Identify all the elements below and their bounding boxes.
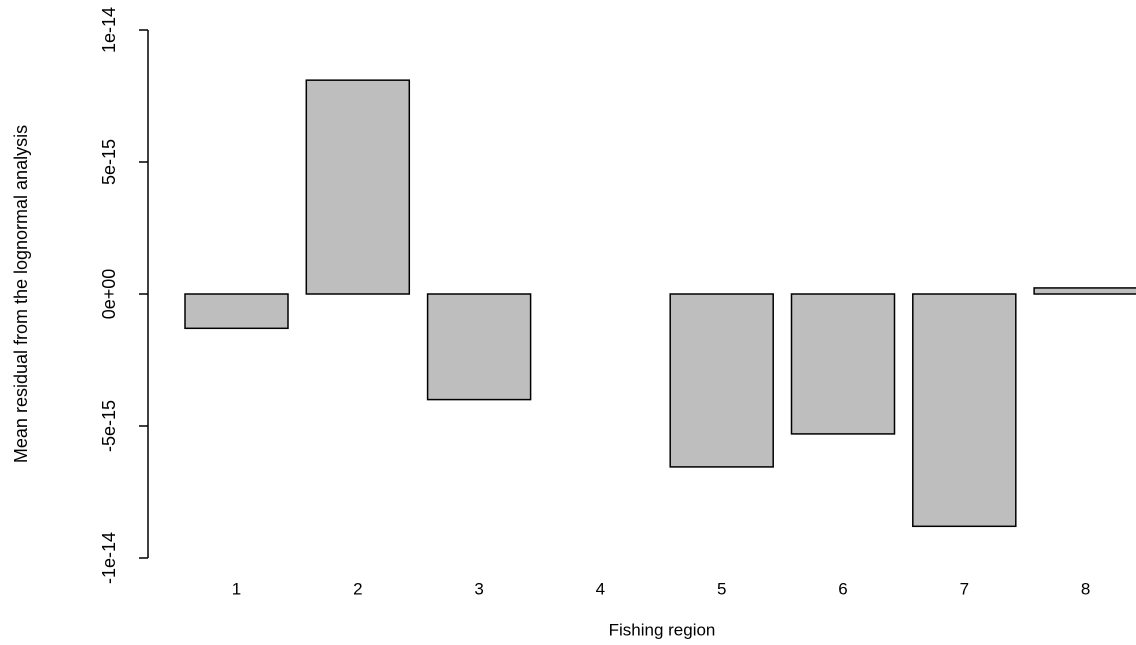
x-tick-label: 1 [232,579,241,598]
x-tick-label: 4 [596,579,605,598]
bar [426,293,532,401]
x-tick-label: 5 [717,579,726,598]
x-tick-label: 2 [353,579,362,598]
y-tick-label: 0e+00 [99,269,119,320]
x-tick-label: 7 [960,579,969,598]
bar [790,293,896,435]
x-tick-label: 8 [1081,579,1090,598]
x-axis-label: Fishing region [609,620,716,639]
y-tick-label: 5e-15 [99,139,119,185]
y-tick-label: -5e-15 [99,400,119,452]
y-tick-label: -1e-14 [99,532,119,584]
x-tick-label: 3 [474,579,483,598]
bar [669,293,774,468]
x-tick-label: 6 [838,579,847,598]
y-tick-label: 1e-14 [99,7,119,53]
bar [912,293,1017,528]
bar [1033,287,1136,295]
bar [305,79,411,295]
y-axis-label: Mean residual from the lognormal analysi… [11,125,31,463]
bar [184,293,289,330]
